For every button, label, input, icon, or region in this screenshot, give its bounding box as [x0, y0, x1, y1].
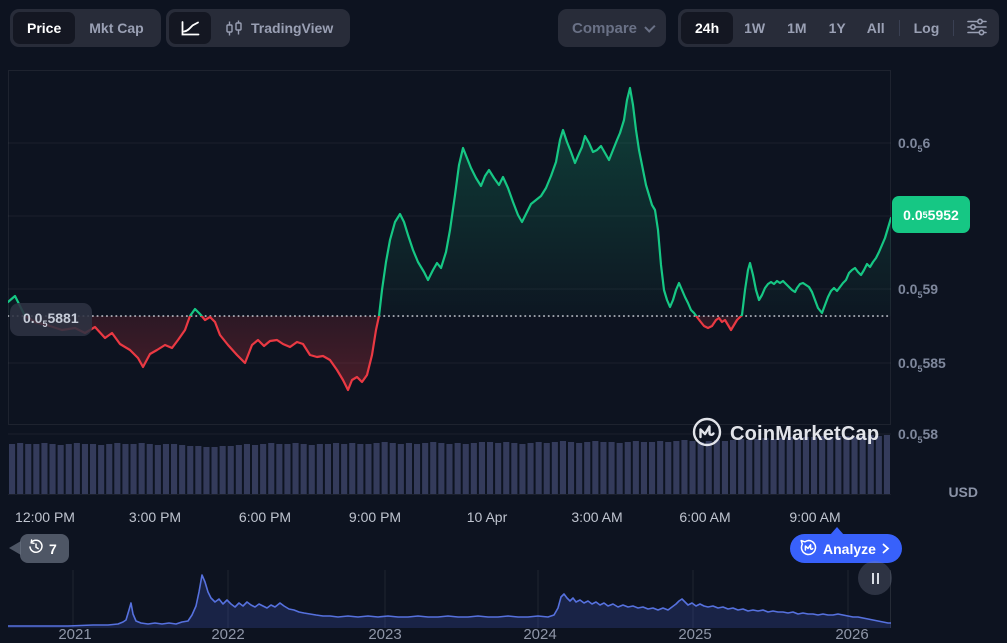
compare-label: Compare [572, 19, 638, 37]
x-axis-label: 6:00 AM [679, 509, 731, 525]
timeline-navigator[interactable] [8, 570, 891, 628]
coinmarketcap-logo-icon [692, 417, 722, 452]
tab-price[interactable]: Price [13, 12, 76, 44]
timeline-year-label: 2026 [835, 626, 869, 643]
range-1m[interactable]: 1M [787, 20, 807, 36]
x-axis-label: 12:00 PM [15, 509, 75, 525]
y-axis-label: 0.056 [898, 135, 931, 154]
y-axis-label: 0.0558 [898, 426, 939, 445]
compare-dropdown[interactable]: Compare [558, 9, 666, 47]
coinmarketcap-watermark: CoinMarketCap [692, 417, 879, 452]
x-axis-label: 9:00 AM [789, 509, 841, 525]
pause-bars-icon [876, 572, 879, 584]
candlestick-icon [225, 20, 243, 37]
tradingview-button[interactable]: TradingView [211, 12, 347, 44]
history-clock-icon [28, 539, 44, 558]
range-all[interactable]: All [866, 20, 885, 36]
x-axis-label: 3:00 AM [571, 509, 623, 525]
analyze-notch [830, 527, 844, 535]
timeline-year-label: 2024 [523, 626, 557, 643]
chevron-down-icon [644, 20, 656, 33]
x-axis-label: 6:00 PM [238, 509, 292, 525]
x-axis-label: 3:00 PM [128, 509, 182, 525]
divider [953, 20, 955, 36]
range-1w[interactable]: 1W [744, 20, 766, 36]
current-price-badge: 0.0 5 5952 [892, 196, 970, 233]
toggle-log-scale[interactable]: Log [913, 20, 940, 36]
price-mktcap-toggle: Price Mkt Cap [10, 9, 161, 47]
line-chart-icon [181, 20, 200, 36]
timeline-year-label: 2021 [58, 626, 92, 643]
tradingview-label: TradingView [251, 20, 334, 36]
history-button[interactable]: 7 [20, 534, 69, 563]
range-1y[interactable]: 1Y [828, 20, 846, 36]
tab-mkt-cap[interactable]: Mkt Cap [89, 20, 144, 36]
analyze-label: Analyze [823, 540, 876, 557]
range-24h[interactable]: 24h [681, 12, 734, 44]
chart-type-toggle: TradingView [166, 9, 351, 47]
sliders-icon [967, 17, 988, 39]
divider [898, 20, 900, 36]
timeline-year-label: 2022 [211, 626, 245, 643]
watermark-label: CoinMarketCap [730, 423, 880, 445]
x-axis-label: 10 Apr [466, 509, 508, 525]
x-axis-label: 9:00 PM [348, 509, 402, 525]
history-pill-pointer [9, 541, 21, 555]
y-axis-label: 0.0559 [898, 281, 939, 300]
y-axis-label: 0.05585 [898, 355, 946, 374]
pause-bars-icon [871, 572, 874, 584]
timeline-year-label: 2023 [368, 626, 402, 643]
main-price-chart[interactable] [8, 70, 891, 495]
open-price-pill: 0.055881 [10, 303, 92, 336]
analyze-logo-icon [800, 539, 817, 559]
time-range-toggle: 24h 1W 1M 1Y All Log [678, 9, 1000, 47]
analyze-chevron-icon [882, 541, 890, 557]
y-axis-unit: USD [948, 484, 978, 500]
chart-settings-button[interactable] [958, 12, 996, 44]
line-chart-button[interactable] [169, 12, 211, 44]
timeline-year-label: 2025 [678, 626, 712, 643]
analyze-button[interactable]: Analyze [790, 534, 902, 563]
history-count: 7 [49, 540, 57, 557]
navigator-resize-handle[interactable] [858, 561, 892, 595]
